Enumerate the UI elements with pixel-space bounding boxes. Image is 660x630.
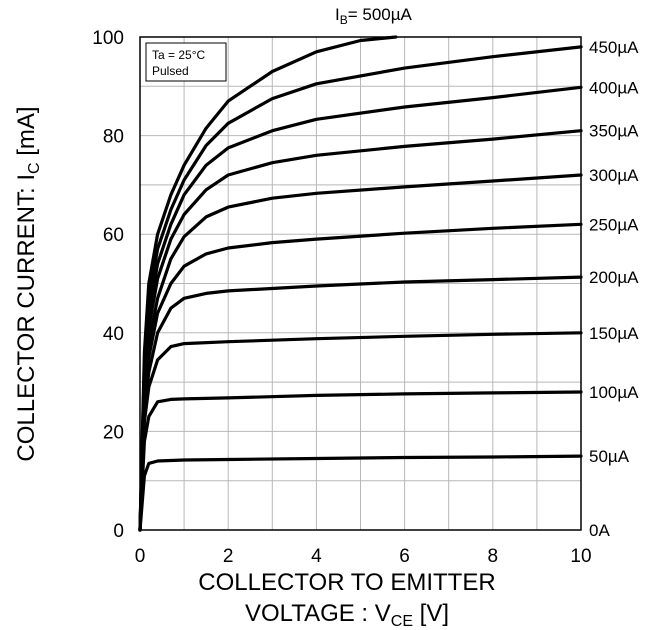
y-tick-label: 40 xyxy=(103,324,124,345)
y-tick-label: 0 xyxy=(113,521,124,542)
curve-label: 400µA xyxy=(589,78,639,97)
curves xyxy=(138,35,583,532)
plot-frame xyxy=(139,36,582,531)
curve-ib-10 xyxy=(138,35,398,532)
curve-label: 50µA xyxy=(589,447,630,466)
top-label-prefix: I xyxy=(335,5,340,24)
curve-label: 100µA xyxy=(589,383,639,402)
curve-label: 450µA xyxy=(589,38,639,57)
curve-ib-2 xyxy=(138,390,583,532)
x-tick-label: 6 xyxy=(399,546,410,567)
curve-labels: 0A 50µA 100µA 150µA 200µA 250µA 300µA 350µA 400µ… xyxy=(589,38,639,540)
curve-label: 350µA xyxy=(589,122,639,141)
y-title-prefix: COLLECTOR CURRENT: I xyxy=(13,174,40,462)
y-axis-title: COLLECTOR CURRENT: IC [mA] xyxy=(13,106,43,461)
curve-label: 250µA xyxy=(589,215,639,234)
top-label-sub: B xyxy=(340,13,348,27)
y-tick-label: 60 xyxy=(103,225,124,246)
y-tick-label: 20 xyxy=(103,422,124,443)
conditions-box-frame xyxy=(145,42,227,82)
x-title-prefix: VOLTAGE : V xyxy=(245,600,391,627)
conditions-box: Ta = 25°C Pulsed xyxy=(145,42,227,82)
curve-label: 200µA xyxy=(589,268,639,287)
y-title-sub: C xyxy=(26,162,43,174)
x-title-suffix: [V] xyxy=(413,600,449,627)
x-tick-label: 0 xyxy=(135,546,146,567)
curve-label: 150µA xyxy=(589,324,639,343)
y-title-suffix: [mA] xyxy=(13,106,40,162)
x-tick-label: 10 xyxy=(570,546,591,567)
y-tick-labels: 0 20 40 60 80 100 xyxy=(92,28,124,542)
x-tick-label: 4 xyxy=(311,546,322,567)
x-tick-labels: 0 2 4 6 8 10 xyxy=(135,546,592,567)
curve-ib-1 xyxy=(138,454,583,532)
x-tick-label: 2 xyxy=(223,546,234,567)
y-tick-label: 100 xyxy=(92,28,124,49)
condition-pulsed: Pulsed xyxy=(152,64,189,78)
x-tick-label: 8 xyxy=(488,546,499,567)
condition-temperature: Ta = 25°C xyxy=(152,48,205,62)
x-title-sub: CE xyxy=(391,613,413,630)
curve-label: 300µA xyxy=(589,166,639,185)
y-tick-label: 80 xyxy=(103,127,124,148)
top-curve-label: IB= 500µA xyxy=(335,5,413,27)
x-axis-title-line1: COLLECTOR TO EMITTER xyxy=(198,569,495,596)
x-axis-title-line2: VOLTAGE : VCE [V] xyxy=(245,600,449,630)
top-label-suffix: = 500µA xyxy=(348,5,413,24)
curve-label: 0A xyxy=(589,521,610,540)
